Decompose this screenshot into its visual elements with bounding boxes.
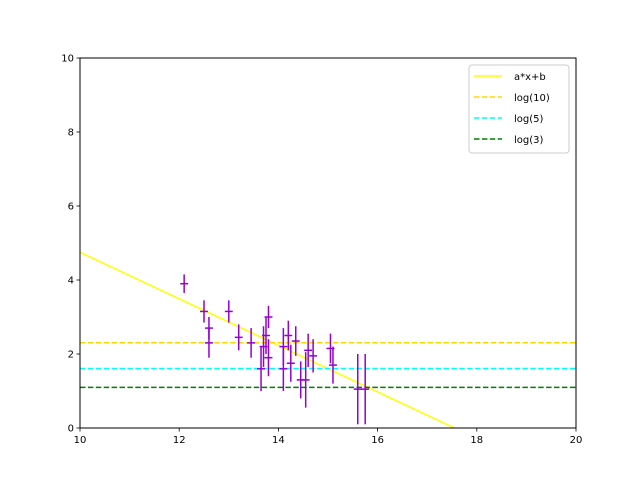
data-point (200, 300, 208, 323)
data-point (224, 300, 233, 323)
x-tick-label: 10 (74, 435, 87, 446)
data-point (247, 328, 256, 358)
legend-label-log-5: log(5) (514, 114, 544, 125)
y-tick-label: 4 (68, 276, 74, 287)
y-axis: 0 2 4 6 8 10 (61, 54, 80, 435)
data-point (284, 320, 293, 351)
x-tick-label: 16 (371, 435, 384, 446)
legend-label-log-10: log(10) (514, 93, 550, 104)
data-point (264, 305, 273, 329)
data-point (264, 339, 273, 377)
x-tick-label: 20 (570, 435, 583, 446)
data-point (309, 339, 318, 373)
plot-frame (79, 57, 577, 429)
data-point (353, 354, 362, 425)
data-point (279, 346, 288, 391)
y-tick-label: 6 (68, 202, 74, 213)
data-point (180, 274, 189, 293)
data-point (328, 346, 337, 384)
data-point (301, 352, 310, 408)
data-point (286, 344, 295, 382)
data-point (234, 324, 243, 351)
legend-label-log-3: log(3) (514, 135, 544, 146)
y-tick-label: 0 (68, 424, 74, 435)
points-layer (180, 274, 370, 425)
legend-label-a-x-b: a*x+b (514, 72, 546, 83)
legend: a*x+b log(10) log(5) log(3) (468, 64, 570, 154)
data-point (304, 333, 313, 367)
series-line-a-x-b (80, 251, 455, 428)
data-point (361, 354, 370, 425)
data-point (204, 328, 213, 358)
data-point (291, 326, 300, 356)
y-tick-label: 10 (61, 54, 74, 65)
y-tick-label: 2 (68, 350, 74, 361)
data-point (262, 317, 270, 354)
x-tick-label: 18 (470, 435, 483, 446)
x-tick-label: 12 (173, 435, 186, 446)
y-tick-label: 8 (68, 128, 74, 139)
series-layer (80, 251, 576, 428)
data-point (257, 346, 266, 391)
x-axis: 10 12 14 16 18 20 (74, 428, 583, 446)
x-tick-label: 14 (272, 435, 285, 446)
legend-box (468, 64, 570, 154)
